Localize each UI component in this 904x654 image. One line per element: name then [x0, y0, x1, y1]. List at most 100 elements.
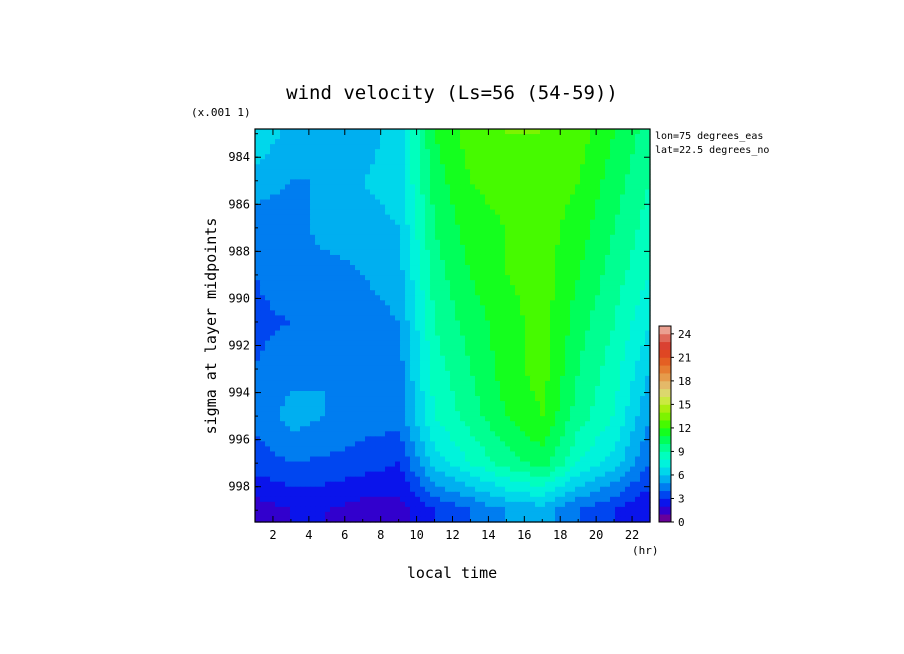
contour-cell [355, 174, 361, 180]
contour-cell [535, 189, 541, 196]
contour-cell [320, 290, 326, 296]
contour-cell [595, 385, 601, 392]
contour-cell [435, 295, 441, 301]
contour-cell [535, 416, 541, 422]
contour-cell [515, 426, 521, 432]
contour-cell [580, 280, 586, 286]
contour-cell [465, 179, 471, 186]
contour-cell [480, 169, 486, 175]
contour-cell [410, 249, 416, 256]
contour-cell [635, 209, 641, 216]
contour-cell [560, 340, 566, 347]
contour-cell [515, 335, 521, 342]
contour-cell [595, 406, 601, 412]
contour-cell [355, 431, 361, 437]
contour-cell [520, 436, 526, 442]
contour-cell [330, 229, 336, 236]
contour-cell [570, 375, 576, 382]
contour-cell [580, 164, 586, 170]
contour-cell [360, 340, 366, 347]
contour-cell [320, 295, 326, 301]
contour-cell [485, 129, 491, 135]
contour-cell [500, 295, 506, 301]
contour-cell [555, 325, 561, 332]
contour-cell [480, 380, 486, 387]
contour-cell [410, 265, 416, 271]
contour-cell [595, 411, 601, 417]
contour-cell [575, 144, 581, 150]
contour-cell [520, 350, 526, 357]
contour-cell [575, 360, 581, 367]
contour-cell [370, 219, 376, 226]
contour-cell [520, 330, 526, 337]
contour-cell [520, 179, 526, 186]
contour-cell [585, 421, 591, 427]
contour-cell [630, 249, 636, 256]
contour-cell [295, 385, 301, 392]
contour-cell [605, 134, 611, 140]
contour-cell [520, 325, 526, 332]
contour-cell [300, 325, 306, 332]
contour-cell [390, 310, 396, 317]
contour-cell [610, 129, 616, 135]
contour-cell [345, 139, 351, 145]
contour-cell [265, 134, 271, 140]
contour-cell [560, 285, 566, 291]
contour-cell [490, 134, 496, 140]
contour-cell [345, 401, 351, 407]
contour-cell [425, 144, 431, 150]
contour-cell [430, 355, 436, 362]
contour-cell [615, 325, 621, 332]
contour-cell [370, 305, 376, 311]
contour-cell [520, 234, 526, 241]
contour-cell [255, 164, 261, 170]
contour-cell [335, 204, 341, 211]
contour-cell [525, 194, 531, 201]
contour-cell [260, 300, 266, 306]
contour-cell [320, 365, 326, 372]
contour-cell [580, 436, 586, 442]
contour-cell [570, 219, 576, 226]
contour-cell [510, 360, 516, 367]
contour-cell [280, 305, 286, 311]
contour-cell [605, 375, 611, 382]
contour-cell [485, 330, 491, 337]
contour-cell [445, 189, 451, 196]
contour-cell [420, 335, 426, 342]
contour-cell [565, 209, 571, 216]
contour-cell [350, 260, 356, 266]
contour-cell [400, 315, 406, 322]
contour-cell [415, 184, 421, 191]
contour-cell [290, 254, 296, 261]
contour-cell [410, 129, 416, 135]
contour-cell [625, 385, 631, 392]
contour-cell [260, 355, 266, 362]
contour-cell [565, 229, 571, 236]
contour-cell [535, 295, 541, 301]
contour-cell [605, 234, 611, 241]
contour-cell [365, 416, 371, 422]
contour-cell [360, 179, 366, 186]
contour-cell [525, 209, 531, 216]
contour-cell [450, 375, 456, 382]
contour-cell [625, 194, 631, 201]
contour-cell [395, 345, 401, 352]
contour-cell [415, 335, 421, 342]
contour-cell [455, 360, 461, 367]
contour-cell [640, 184, 646, 191]
contour-cell [280, 275, 286, 281]
contour-cell [275, 234, 281, 241]
contour-cell [300, 330, 306, 337]
contour-cell [550, 315, 556, 322]
contour-cell [500, 169, 506, 175]
contour-cell [605, 340, 611, 347]
contour-cell [575, 214, 581, 221]
contour-cell [620, 335, 626, 342]
contour-cell [450, 380, 456, 387]
contour-cell [620, 280, 626, 286]
contour-cell [280, 144, 286, 150]
contour-cell [505, 234, 511, 241]
contour-cell [285, 194, 291, 201]
contour-cell [415, 315, 421, 322]
contour-cell [350, 265, 356, 271]
